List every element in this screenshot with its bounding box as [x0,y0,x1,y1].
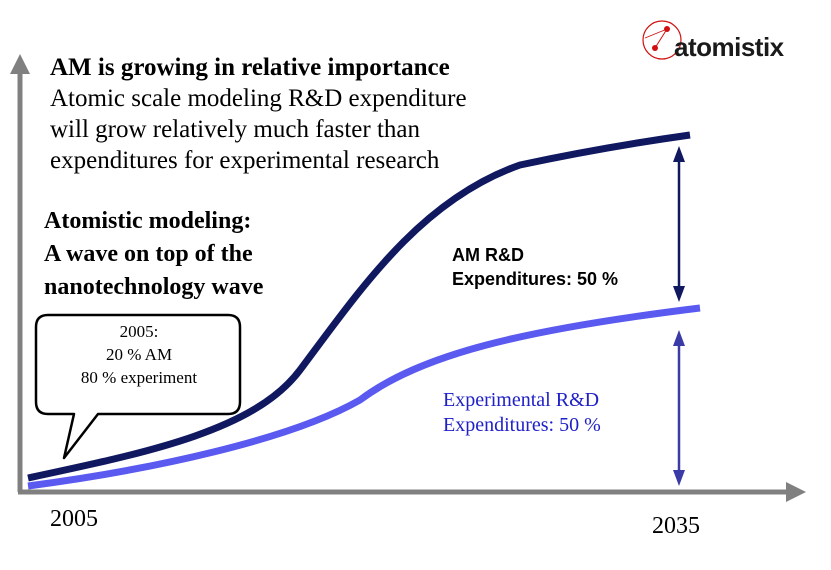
title-line: will grow relatively much faster than [50,116,421,143]
x-axis-start-label: 2005 [50,506,98,532]
exp-label-line: Expenditures: 50 % [443,414,601,436]
experimental-curve [27,304,701,490]
am-label-line: Expenditures: 50 % [452,269,619,289]
title-line: expenditures for experimental research [50,147,440,174]
headline: AM is growing in relative importance [50,54,450,81]
callout-bubble [34,313,242,460]
x-axis-arrowhead [786,482,806,502]
am-label-line: AM R&D [452,245,524,265]
slogan-line: nanotechnology wave [44,274,264,300]
exp-label-line: Experimental R&D [443,389,600,411]
am-curve [27,131,691,482]
callout-text: 2005: 20 % AM 80 % experiment [36,320,242,389]
slogan: Atomistic modeling: A wave on top of the… [44,205,263,304]
title-line: Atomic scale modeling R&D expenditure [50,85,467,112]
experimental-expenditure-arrow [673,330,685,486]
callout-line: 80 % experiment [80,368,198,387]
brand-name: atomistix [674,32,784,62]
callout-line: 2005: [119,322,159,341]
slogan-line: Atomistic modeling: [44,208,252,234]
am-expenditure-label: AM R&D Expenditures: 50 % [452,243,618,291]
y-axis-arrowhead [10,54,30,74]
callout-line: 20 % AM [105,345,173,364]
x-axis-end-label: 2035 [652,513,700,539]
slogan-line: A wave on top of the [44,241,253,267]
am-expenditure-arrow [673,146,685,302]
experimental-expenditure-label: Experimental R&D Expenditures: 50 % [443,388,601,438]
title-block: AM is growing in relative importance Ato… [50,52,467,176]
atomistix-logo-icon [642,20,682,60]
